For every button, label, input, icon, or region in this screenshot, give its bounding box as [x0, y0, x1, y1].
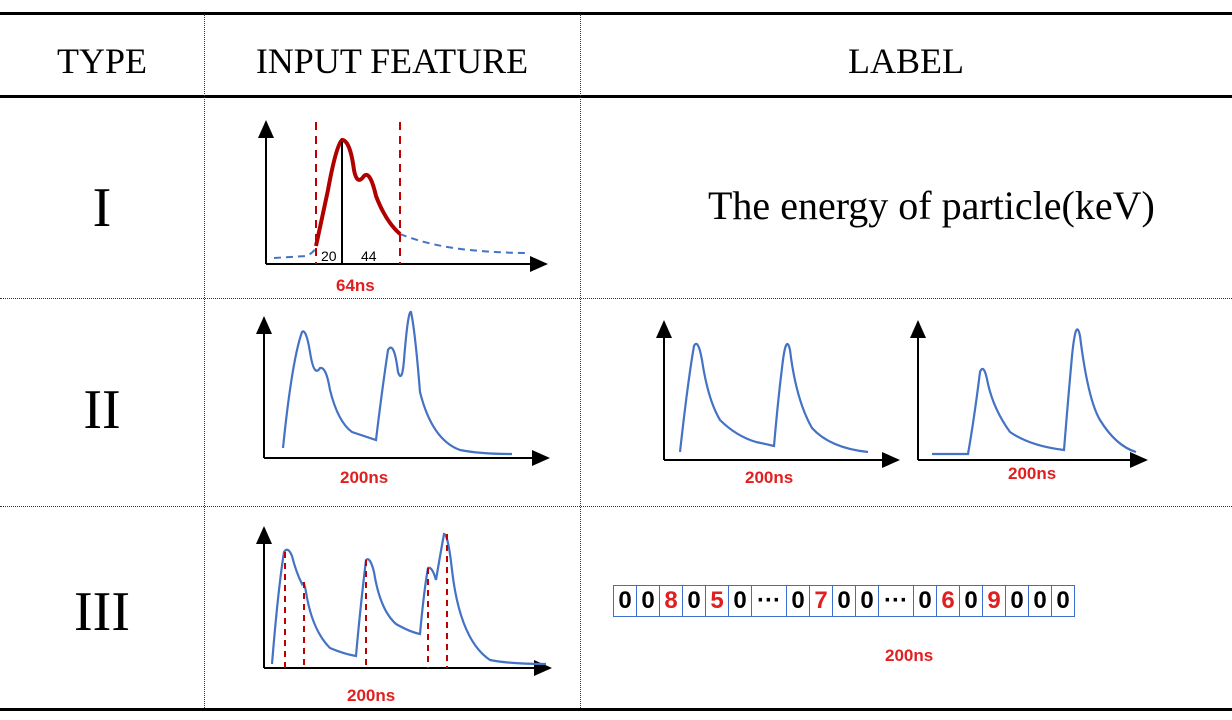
row1-duration: 64ns	[336, 276, 375, 295]
row2-input-signal	[281, 310, 513, 456]
row1-tick-20: 20	[321, 248, 337, 264]
sequence-cell: 7	[809, 585, 833, 617]
sequence-cell: 0	[855, 585, 879, 617]
sequence-ellipsis: ···	[751, 585, 787, 617]
sequence-cell: 0	[913, 585, 937, 617]
row2-label-duration-b: 200ns	[1008, 464, 1057, 483]
sequence-cell: 0	[786, 585, 810, 617]
row1-blue-tail	[273, 233, 531, 259]
row3-duration: 200ns	[347, 686, 396, 705]
sequence-cell: 6	[936, 585, 960, 617]
row-type-1: I	[92, 177, 112, 239]
bottom-border	[0, 708, 1232, 711]
header-border	[0, 95, 1232, 98]
row-type-3: III	[74, 581, 130, 643]
row2-duration: 200ns	[340, 468, 389, 487]
row3-label-duration: 200ns	[885, 646, 934, 665]
row1-divider	[0, 298, 1232, 299]
col1-divider	[204, 14, 205, 708]
sequence-ellipsis: ···	[878, 585, 914, 617]
row1-label-text: The energy of particle(keV)	[708, 183, 1155, 228]
header-label: LABEL	[848, 41, 964, 81]
sequence-cell: 0	[1028, 585, 1052, 617]
sequence-cell: 0	[728, 585, 752, 617]
top-border	[0, 12, 1232, 15]
row2-label-duration-a: 200ns	[745, 468, 794, 487]
header-type: TYPE	[57, 41, 147, 81]
sequence-cell: 0	[1051, 585, 1075, 617]
sequence-cell: 0	[682, 585, 706, 617]
col2-divider	[580, 14, 581, 708]
sequence-cell: 5	[705, 585, 729, 617]
sequence-cell: 8	[659, 585, 683, 617]
sequence-cell: 0	[832, 585, 856, 617]
sequence-cell: 0	[613, 585, 637, 617]
header-input-feature: INPUT FEATURE	[255, 41, 529, 81]
row1-red-pulse	[314, 137, 402, 247]
row1-tick-44: 44	[361, 248, 377, 264]
row-type-2: II	[83, 379, 121, 441]
sequence-cell: 9	[982, 585, 1006, 617]
sequence-cell: 0	[636, 585, 660, 617]
row2-divider	[0, 506, 1232, 507]
sequence-cell: 0	[1005, 585, 1029, 617]
sequence-cell: 0	[959, 585, 983, 617]
row3-input-signal	[270, 532, 547, 666]
label-sequence: 0 0 8 0 5 0 ··· 0 7 0 0 ··· 0 6 0 9 0 0 0	[613, 585, 1075, 617]
